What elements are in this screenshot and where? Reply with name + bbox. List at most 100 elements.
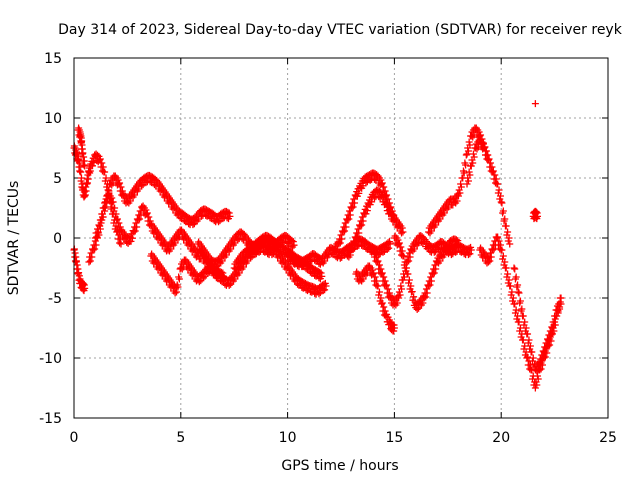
data-point-dense xyxy=(349,203,357,211)
data-point-dense xyxy=(379,248,387,256)
data-point-dense xyxy=(117,183,125,191)
data-point-dense xyxy=(215,218,223,226)
x-tick-label: 20 xyxy=(492,430,510,446)
data-point xyxy=(540,348,548,356)
data-point xyxy=(85,258,93,266)
data-point-dense xyxy=(481,143,489,151)
y-tick-label: 0 xyxy=(53,231,62,247)
data-point-dense xyxy=(235,269,243,277)
data-point-dense xyxy=(378,179,386,187)
data-point-dense xyxy=(420,234,428,242)
data-point-dense xyxy=(225,281,233,289)
data-point-dense xyxy=(362,210,370,218)
data-point-dense xyxy=(489,167,497,175)
data-point-dense xyxy=(274,242,282,250)
data-point-dense xyxy=(405,257,413,265)
data-point-dense xyxy=(174,283,182,291)
data-point-dense xyxy=(432,265,440,273)
data-point-dense xyxy=(116,239,124,247)
data-point-dense xyxy=(146,217,154,225)
data-point-dense xyxy=(81,191,89,199)
data-point-dense xyxy=(501,215,509,223)
data-point-dense xyxy=(408,288,416,296)
data-point xyxy=(348,246,356,254)
data-point-dense xyxy=(153,176,161,184)
data-point-dense xyxy=(406,253,414,261)
data-point-dense xyxy=(440,209,448,217)
data-point-dense xyxy=(465,168,473,176)
data-point-dense xyxy=(501,258,509,266)
data-point-dense xyxy=(108,194,116,202)
data-point-dense xyxy=(80,280,88,288)
data-point-dense xyxy=(398,229,406,237)
data-point xyxy=(134,216,142,224)
data-point-dense xyxy=(393,299,401,307)
data-point-dense xyxy=(375,261,383,269)
data-point-dense xyxy=(368,198,376,206)
data-point-dense xyxy=(528,348,536,356)
data-point-dense xyxy=(111,204,119,212)
data-point xyxy=(489,246,497,254)
data-point-dense xyxy=(498,246,506,254)
data-point-dense xyxy=(102,174,110,182)
data-point xyxy=(339,228,347,236)
data-point xyxy=(81,162,89,170)
data-point-dense xyxy=(394,236,402,244)
data-point-dense xyxy=(75,155,83,163)
data-point-dense xyxy=(486,257,494,265)
data-point-dense xyxy=(88,253,96,261)
data-point-dense xyxy=(462,151,470,159)
data-point-dense xyxy=(338,235,346,243)
data-point-dense xyxy=(142,206,150,214)
data-point xyxy=(173,288,181,296)
data-point-dense xyxy=(385,244,393,252)
data-points xyxy=(70,100,565,392)
data-point-dense xyxy=(240,230,248,238)
data-point xyxy=(399,276,407,284)
data-point-dense xyxy=(373,253,381,261)
data-point-dense xyxy=(224,208,232,216)
data-point-dense xyxy=(79,149,87,157)
data-point xyxy=(531,384,539,392)
data-point-dense xyxy=(341,227,349,235)
data-point-dense xyxy=(75,159,83,167)
data-point-dense xyxy=(466,141,474,149)
data-point-dense xyxy=(175,275,183,283)
data-point-dense xyxy=(511,300,519,308)
data-point-dense xyxy=(551,312,559,320)
data-point-dense xyxy=(92,241,100,249)
data-point-dense xyxy=(534,375,542,383)
data-point-dense xyxy=(75,269,83,277)
data-point-dense xyxy=(349,245,357,253)
data-point-dense xyxy=(302,260,310,268)
data-point-dense xyxy=(494,180,502,188)
y-tick-label: 15 xyxy=(44,51,62,67)
data-point xyxy=(100,204,108,212)
data-point-dense xyxy=(384,285,392,293)
data-point-dense xyxy=(316,268,324,276)
data-point-dense xyxy=(405,276,413,284)
data-point-dense xyxy=(466,171,474,179)
data-point-dense xyxy=(131,191,139,199)
y-tick-label: -5 xyxy=(48,291,62,307)
data-point xyxy=(425,282,433,290)
data-point-dense xyxy=(145,213,153,221)
x-tick-label: 15 xyxy=(385,430,403,446)
data-point-dense xyxy=(395,239,403,247)
data-point-dense xyxy=(521,318,529,326)
data-point-dense xyxy=(97,219,105,227)
data-point-dense xyxy=(516,297,524,305)
data-point-dense xyxy=(380,303,388,311)
data-point-dense xyxy=(550,321,558,329)
data-point-dense xyxy=(453,197,461,205)
data-point-dense xyxy=(99,163,107,171)
data-point-dense xyxy=(253,245,261,253)
data-point-dense xyxy=(499,252,507,260)
data-point-dense xyxy=(227,245,235,253)
data-point-dense xyxy=(547,331,555,339)
data-point-dense xyxy=(200,274,208,282)
data-point-dense xyxy=(336,254,344,262)
data-point-dense xyxy=(359,217,367,225)
data-point xyxy=(467,246,475,254)
data-point-dense xyxy=(400,252,408,260)
